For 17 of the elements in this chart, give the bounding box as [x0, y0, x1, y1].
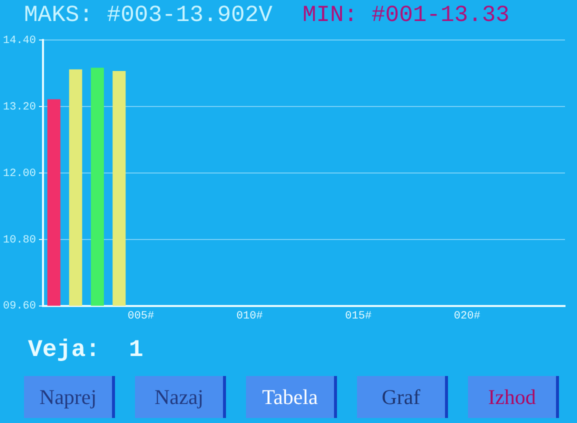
x-tick-label: 015#: [345, 310, 372, 322]
chart-title: MAKS: #003-13.902V: [24, 2, 272, 28]
text: Graf: [357, 376, 448, 418]
y-tick-label: 13.20: [2, 101, 36, 114]
y-tick-label: 09.60: [2, 300, 36, 313]
x-tick-label: 005#: [128, 310, 154, 322]
y-tick-label: 10.80: [2, 234, 36, 246]
text: Tabela: [246, 376, 337, 418]
text: Naprej: [24, 376, 115, 418]
x-tick-label: 010#: [236, 310, 264, 322]
y-tick-label: 14.40: [2, 34, 36, 47]
text: Veja: 1: [28, 337, 144, 364]
text: Izhod: [468, 376, 559, 418]
text: Nazaj: [135, 376, 226, 418]
y-tick-label: 12.00: [2, 168, 36, 180]
chart-subtitle: MIN: #001-13.33: [302, 2, 510, 28]
x-tick-label: 020#: [454, 310, 481, 322]
